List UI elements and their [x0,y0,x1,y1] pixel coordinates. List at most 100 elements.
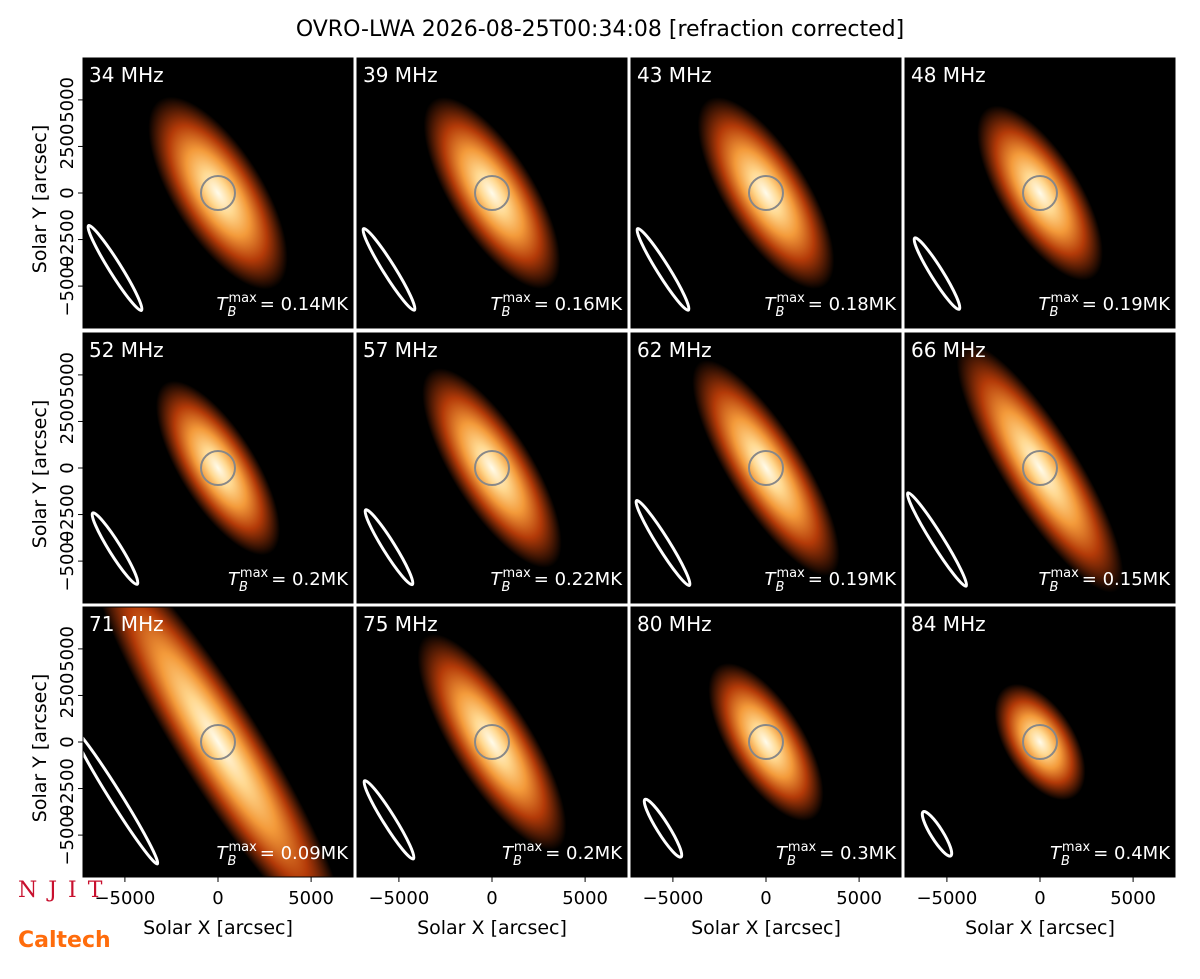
tb-annotation: TBmax = 0.22MK [491,566,624,595]
panel: 34 MHz TBmax = 0.14MK [82,57,354,329]
tb-annotation: TBmax = 0.4MK [1050,840,1171,869]
image [634,360,840,588]
solar-disk [474,724,510,760]
tb-part: = 0.19MK [808,569,897,590]
frequency-label: 66 MHz [911,338,986,362]
solar-disk [200,175,236,211]
x-tick-label: −5000 [368,888,429,909]
emission [148,96,288,290]
x-tick-label: −5000 [916,888,977,909]
beam [635,227,691,312]
tb-part: max [514,840,543,855]
y-axis-label: Solar Y [arcsec] [29,674,51,822]
image [361,97,561,312]
tb-part: = 0.3MK [819,843,897,864]
frequency-label: 71 MHz [89,612,164,636]
y-tick-label: 5000 [57,77,78,123]
tb-part: = 0.22MK [534,569,623,590]
panel: 66 MHz TBmax = 0.15MK [904,332,1176,604]
x-tick-label: 0 [212,888,223,909]
tb-annotation: TBmax = 0.3MK [776,840,897,869]
tb-annotation: TBmax = 0.15MK [1039,566,1172,595]
tb-part: B [1050,305,1059,320]
solar-disk [474,175,510,211]
x-axis-label: Solar X [arcsec] [965,917,1115,939]
tb-part: T [765,294,778,315]
panel-frame [356,57,628,329]
y-tick-label: 0 [57,462,78,473]
tb-part: T [228,569,241,590]
emission [692,360,840,576]
tb-part: B [776,580,785,595]
x-tick-label: 0 [760,888,771,909]
tb-annotation: TBmax = 0.19MK [1039,291,1172,320]
solar-disk [1022,724,1058,760]
y-tick-label: 0 [57,736,78,747]
logo-njit: N J I T [18,878,104,903]
tb-part: B [1061,854,1070,869]
solar-disk [200,724,236,760]
tb-part: max [776,291,805,306]
y-tick-label: −5000 [57,805,78,866]
image [642,663,824,859]
tb-part: max [502,291,531,306]
beam [363,508,415,587]
emission [91,607,345,877]
emission [423,97,561,289]
x-tick-label: 5000 [836,888,882,909]
frequency-label: 34 MHz [89,63,164,87]
x-tick-label: 5000 [562,888,608,909]
tb-annotation: TBmax = 0.19MK [765,566,898,595]
tb-annotation: TBmax = 0.16MK [491,291,624,320]
tb-part: = 0.14MK [260,294,349,315]
tb-part: max [228,840,257,855]
beam [905,491,969,588]
solar-disk [748,724,784,760]
y-axis-label: Solar Y [arcsec] [29,400,51,548]
x-tick-label: −5000 [642,888,703,909]
emission [994,683,1086,801]
y-tick-label: −2500 [57,758,78,819]
image [905,343,1124,593]
frequency-label: 75 MHz [363,612,438,636]
x-tick-label: −5000 [94,888,155,909]
solar-disk [200,450,236,486]
tb-part: = 0.2MK [545,843,623,864]
tb-part: max [1050,291,1079,306]
solar-disk [748,450,784,486]
tb-part: T [776,843,789,864]
y-tick-label: 2500 [57,124,78,170]
tb-annotation: TBmax = 0.2MK [502,840,623,869]
tb-part: B [776,305,785,320]
y-tick-label: 5000 [57,626,78,672]
tb-part: B [1050,580,1059,595]
tb-annotation: TBmax = 0.2MK [228,566,349,595]
y-tick-label: −5000 [57,256,78,317]
tb-part: max [788,840,817,855]
image [90,380,281,586]
beam [634,498,692,588]
tb-annotation: TBmax = 0.18MK [765,291,898,320]
tb-part: = 0.16MK [534,294,623,315]
y-tick-label: 0 [57,187,78,198]
x-tick-label: 5000 [288,888,334,909]
tb-part: max [240,566,269,581]
beam [86,223,144,313]
beam [642,797,684,859]
image [362,633,567,861]
panel: 48 MHz TBmax = 0.19MK [904,57,1176,329]
tb-part: B [239,580,248,595]
beam [912,236,962,311]
tb-part: T [1039,294,1052,315]
panel: 43 MHz TBmax = 0.18MK [630,57,902,329]
x-tick-label: 5000 [1110,888,1156,909]
tb-part: B [513,854,522,869]
tb-part: max [1050,566,1079,581]
image [83,607,345,877]
beam [83,726,160,866]
tb-part: = 0.4MK [1093,843,1171,864]
frequency-label: 62 MHz [637,338,712,362]
figure-title: OVRO-LWA 2026-08-25T00:34:08 [refraction… [296,17,904,42]
x-axis-label: Solar X [arcsec] [691,917,841,939]
solar-disk [748,175,784,211]
